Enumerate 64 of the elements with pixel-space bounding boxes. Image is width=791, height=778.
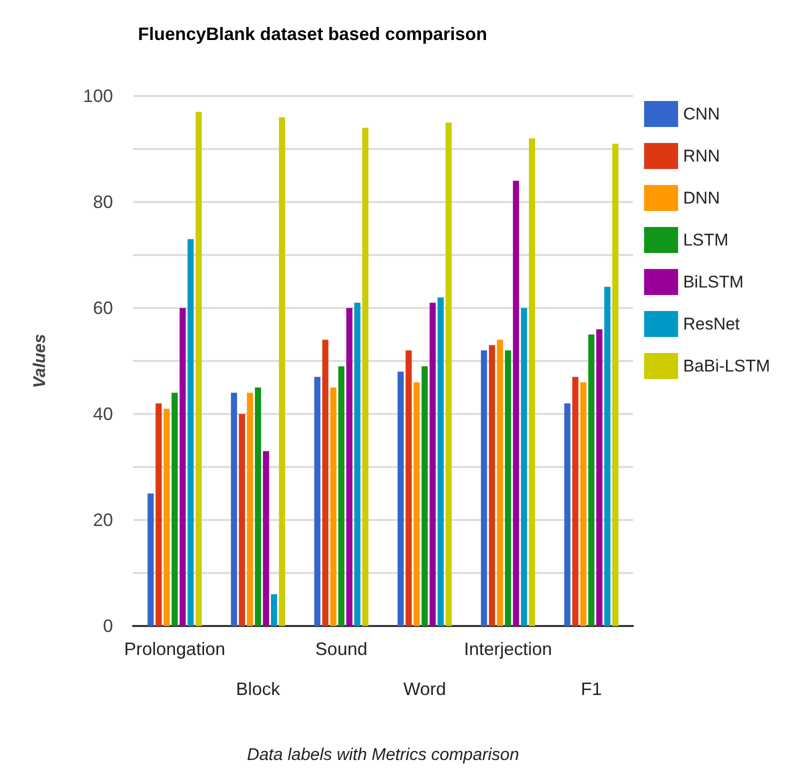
bar [278,117,286,626]
bar [398,372,404,626]
y-tick-label: 40 [92,404,113,424]
x-tick-label: Interjection [464,639,552,659]
bar [520,308,528,626]
y-tick-label: 100 [82,86,113,106]
bar [270,594,278,626]
bar [262,451,270,626]
bar [156,403,162,626]
x-tick-label: Block [236,679,282,699]
legend-label: RNN [683,146,720,166]
bar [528,138,536,626]
legend-label: BaBi-LSTM [683,356,770,376]
legend-label: BiLSTM [683,272,744,292]
bar [422,366,428,626]
bar [588,334,594,626]
bar [406,350,412,626]
y-tick-label: 60 [92,298,113,318]
bar [580,382,586,626]
y-tick-label: 80 [92,192,113,212]
bar [338,366,344,626]
legend-label: DNN [683,188,720,208]
bar [430,302,436,626]
bar [414,382,420,626]
bar [564,403,570,626]
x-axis-title: Data labels with Metrics comparison [246,745,520,764]
bar [438,297,444,626]
bar [230,392,238,626]
bar [180,308,186,626]
bar [612,144,618,626]
x-tick-label: Prolongation [124,639,226,659]
bar [148,494,154,626]
bar [504,350,512,626]
y-tick-label: 20 [92,510,113,530]
bar [330,388,336,626]
bar [314,376,320,626]
bar [354,302,360,626]
bar [596,329,602,626]
bar [488,345,496,626]
y-tick-label: 0 [102,616,113,636]
bar [254,388,262,626]
legend-label: ResNet [683,314,740,334]
bar [572,376,578,626]
bar [172,392,178,626]
chart-title: FluencyBlank dataset based comparison [138,24,488,44]
bar [604,286,610,626]
bar [238,414,246,626]
bar [496,340,504,626]
bar [322,340,328,626]
x-tick-label: F1 [580,679,602,699]
legend-label: CNN [683,104,720,124]
x-tick-label: Word [403,679,446,699]
bar [188,239,194,626]
bar [346,308,352,626]
legend-label: LSTM [683,230,728,250]
x-tick-label: Sound [315,639,368,659]
bar [246,392,254,626]
bar [196,112,202,626]
bar [362,128,368,626]
bar [480,350,488,626]
y-axis-title: Values [30,334,49,388]
bar [512,180,520,626]
bar [164,408,170,626]
bar [446,122,452,626]
